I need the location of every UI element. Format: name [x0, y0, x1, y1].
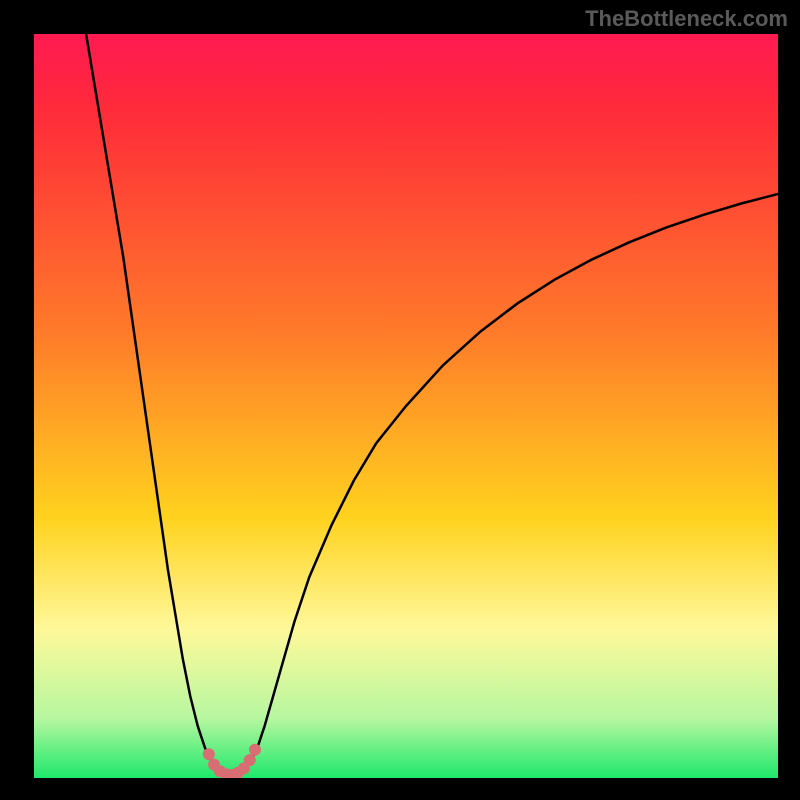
marker-point [203, 748, 215, 760]
curve-left [86, 34, 227, 777]
marker-point [244, 754, 256, 766]
plot-area [34, 34, 778, 778]
chart-container: TheBottleneck.com [0, 0, 800, 800]
watermark-text: TheBottleneck.com [585, 6, 788, 32]
marker-point [249, 744, 261, 756]
chart-svg [34, 34, 778, 778]
curve-right [235, 194, 778, 777]
marker-group [203, 744, 261, 778]
